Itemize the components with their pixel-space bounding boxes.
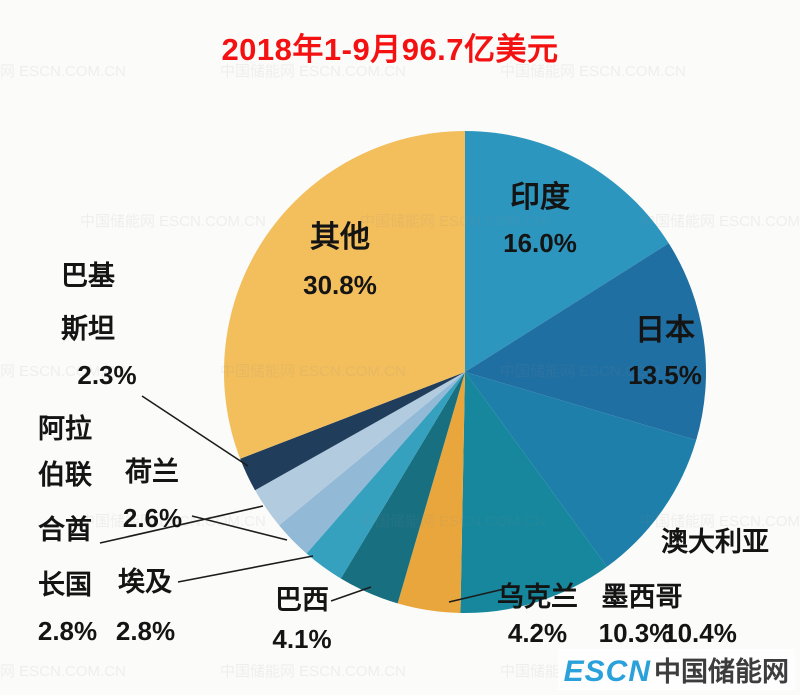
label-others: 其他 (310, 221, 370, 254)
leader-line-netherlands (191, 515, 288, 541)
label-pakistan-pct: 2.3% (77, 360, 137, 390)
label-uae-line2: 伯联 (38, 460, 92, 490)
label-australia-pct: 10.4% (663, 618, 737, 648)
pie-slice-3 (460, 372, 607, 614)
label-brazil: 巴西 (275, 585, 329, 615)
leader-line-uae (99, 505, 264, 544)
label-egypt-pct: 2.8% (115, 616, 176, 646)
leader-lines (99, 395, 505, 603)
pie-slice-6 (306, 372, 465, 579)
pie-slice-0 (465, 131, 669, 372)
label-netherlands-pct: 2.6% (122, 503, 183, 533)
label-mexico-pct: 10.3% (598, 618, 673, 648)
label-pakistan-line2: 斯坦 (61, 314, 115, 344)
pie-slice-9 (240, 372, 465, 491)
label-india-pct: 16.0% (503, 228, 577, 258)
pie-slice-5 (340, 372, 465, 604)
label-japan: 日本 (635, 314, 695, 347)
label-others-pct: 30.8% (303, 270, 377, 300)
label-brazil-pct: 4.1% (272, 624, 332, 654)
label-pakistan-line1: 巴基 (61, 261, 115, 291)
label-egypt: 埃及 (118, 567, 172, 597)
leader-line-pakistan (141, 395, 249, 467)
chart-title: 2018年1-9月96.7亿美元 (221, 32, 559, 67)
escn-logo-cn: 中国储能网 (654, 657, 789, 687)
pie-slice-8 (255, 372, 465, 526)
label-uae-line4: 长国 (38, 570, 92, 600)
label-ukraine: 乌克兰 (497, 582, 578, 612)
leader-line-brazil (330, 586, 372, 602)
escn-logo: ESCN 中国储能网 (557, 649, 795, 690)
label-india: 印度 (510, 181, 570, 214)
label-mexico: 墨西哥 (601, 582, 683, 612)
label-uae-pct: 2.8% (37, 616, 98, 646)
pie-slice-7 (279, 372, 465, 554)
label-japan-pct: 13.5% (628, 360, 702, 390)
pie-slices (223, 131, 706, 614)
leader-line-ukraine (448, 588, 505, 603)
label-uae-line1: 阿拉 (38, 414, 92, 444)
pie-slice-1 (465, 243, 706, 441)
escn-logo-text: ESCN (563, 655, 651, 688)
pie-slice-4 (397, 372, 465, 613)
label-netherlands: 荷兰 (125, 457, 179, 487)
pie-slice-10 (223, 131, 465, 459)
label-australia: 澳大利亚 (661, 527, 769, 557)
label-uae-line3: 合酋 (38, 515, 92, 545)
leader-line-egypt (177, 555, 314, 583)
label-ukraine-pct: 4.2% (507, 618, 568, 648)
pie-slice-2 (465, 372, 697, 567)
